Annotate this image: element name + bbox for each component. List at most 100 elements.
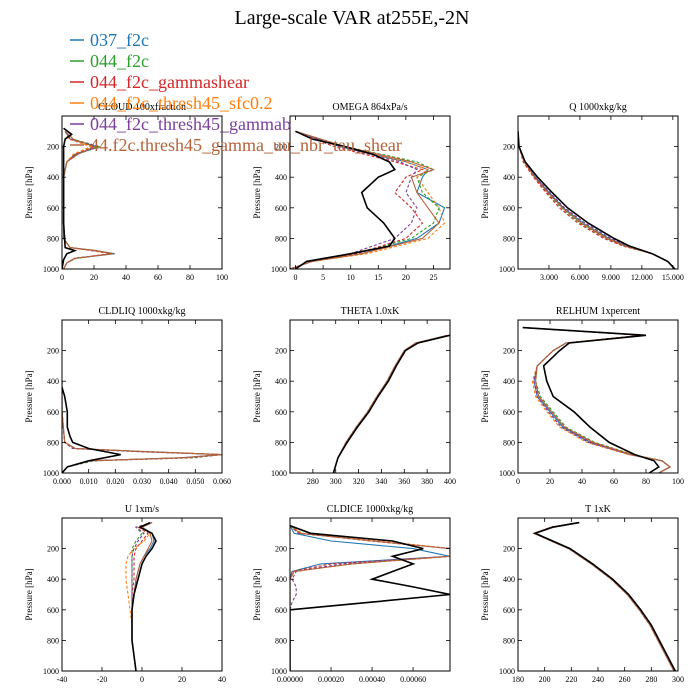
y-tick-label: 1000 — [271, 265, 287, 274]
series-line-6 — [522, 327, 672, 473]
series-line-7 — [131, 521, 157, 671]
y-tick-label: 800 — [47, 438, 59, 447]
panel-title: RELHUM 1xpercent — [556, 306, 640, 317]
y-tick-label: 200 — [47, 545, 59, 554]
series-lines — [125, 521, 157, 671]
series-line-6 — [532, 522, 675, 671]
x-tick-label: 80 — [186, 273, 194, 282]
y-axis-label: Pressure [hPa] — [252, 568, 262, 620]
panel-title: OMEGA 864xPa/s — [332, 102, 407, 113]
y-tick-label: 1000 — [499, 667, 515, 676]
series-line-7 — [290, 524, 450, 671]
series-lines — [332, 334, 450, 473]
x-tick-label: 20 — [90, 273, 98, 282]
plot-frame — [289, 115, 451, 270]
series-line-6 — [290, 130, 440, 269]
series-line-3 — [131, 522, 153, 671]
series-line-6 — [62, 381, 222, 473]
y-tick-label: 200 — [503, 143, 515, 152]
plot-frame — [289, 517, 451, 672]
x-tick-label: 0.00060 — [400, 675, 426, 684]
y-tick-label: 200 — [47, 143, 59, 152]
panel-title: CLDICE 1000xkg/kg — [327, 504, 413, 515]
series-line-5 — [518, 131, 676, 269]
series-line-2 — [532, 522, 675, 671]
series-lines — [522, 326, 672, 473]
x-tick-label: 0 — [516, 477, 520, 486]
x-tick-label: 0 — [140, 675, 144, 684]
x-tick-label: -20 — [97, 675, 108, 684]
x-tick-label: 280 — [645, 675, 657, 684]
x-tick-label: 0.030 — [133, 477, 151, 486]
x-tick-label: 0 — [294, 273, 298, 282]
x-tick-label: 20 — [178, 675, 186, 684]
x-tick-label: 340 — [375, 477, 387, 486]
panel-4: CLDLIQ 1000xkg/kg Pressure [hPa] 0.000 0.01… — [24, 306, 231, 486]
panel-title: T 1xK — [585, 504, 611, 515]
series-line-3 — [522, 327, 672, 473]
legend-item: 044_f2c_gammashear — [90, 72, 249, 92]
y-tick-label: 1000 — [43, 469, 59, 478]
y-axis-label: Pressure [hPa] — [480, 370, 490, 422]
panels: CLOUD 100xfraction Pressure [hPa] 0 20 40 60 8… — [24, 102, 684, 684]
x-tick-label: 0.00000 — [277, 675, 303, 684]
series-line-7 — [533, 521, 677, 671]
legend-item: 044_f2c_thresh45_gammab — [90, 114, 291, 134]
x-tick-label: 6.000 — [571, 273, 589, 282]
x-tick-label: 0.000 — [53, 477, 71, 486]
x-tick-label: 3.000 — [540, 273, 558, 282]
y-tick-label: 200 — [503, 545, 515, 554]
y-tick-label: 600 — [47, 408, 59, 417]
panel-1: CLOUD 100xfraction Pressure [hPa] 0 20 40 60 8… — [24, 102, 228, 282]
y-tick-label: 200 — [275, 545, 287, 554]
x-tick-label: 40 — [578, 477, 586, 486]
x-tick-label: 15 — [374, 273, 382, 282]
y-tick-label: 1000 — [43, 265, 59, 274]
y-tick-label: 400 — [503, 377, 515, 386]
x-tick-label: 40 — [218, 675, 226, 684]
y-tick-label: 600 — [275, 606, 287, 615]
panel-title: Q 1000xkg/kg — [569, 102, 627, 113]
x-tick-label: 80 — [642, 477, 650, 486]
series-line-4 — [332, 334, 448, 473]
legend: 037_f2c044_f2c044_f2c_gammashear044_f2c_… — [70, 30, 402, 155]
legend-item: 044_f2c_thresh45_sfc0.2 — [90, 93, 272, 113]
panel-title: CLOUD 100xfraction — [98, 102, 186, 113]
panel-5: THETA 1.0xK Pressure [hPa] 280 300 320 340 360… — [252, 306, 456, 486]
series-line-6 — [332, 334, 448, 473]
panel-3: Q 1000xkg/kg Pressure [hPa] 3.000 6.000 9.00… — [480, 102, 684, 282]
series-lines — [62, 381, 222, 473]
plot-frame — [61, 115, 223, 270]
series-line-7 — [518, 131, 676, 269]
series-line-5 — [332, 334, 448, 473]
x-tick-label: 0.060 — [213, 477, 231, 486]
x-tick-label: 40 — [122, 273, 130, 282]
series-line-5 — [532, 522, 675, 671]
x-tick-label: 20 — [546, 477, 554, 486]
plot-frame — [517, 319, 679, 474]
y-tick-label: 400 — [503, 575, 515, 584]
y-tick-label: 1000 — [499, 265, 515, 274]
series-line-7 — [295, 130, 397, 269]
x-tick-label: 25 — [429, 273, 437, 282]
y-tick-label: 200 — [503, 347, 515, 356]
y-tick-label: 600 — [275, 204, 287, 213]
series-line-1 — [332, 334, 448, 473]
series-line-5 — [290, 525, 450, 610]
y-tick-label: 400 — [47, 377, 59, 386]
y-tick-label: 1000 — [43, 667, 59, 676]
plot-frame — [517, 517, 679, 672]
y-axis-label: Pressure [hPa] — [252, 370, 262, 422]
y-tick-label: 800 — [275, 234, 287, 243]
series-line-2 — [522, 327, 672, 473]
x-tick-label: 60 — [154, 273, 162, 282]
x-tick-label: 15.000 — [662, 273, 684, 282]
y-tick-label: 400 — [503, 173, 515, 182]
series-line-7 — [62, 387, 121, 473]
y-axis-label: Pressure [hPa] — [252, 166, 262, 218]
series-line-3 — [518, 131, 676, 269]
x-tick-label: -40 — [57, 675, 68, 684]
series-line-2 — [131, 522, 153, 671]
series-line-1 — [131, 522, 155, 671]
panel-9: T 1xK Pressure [hPa] 180 200 220 240 260 280 300… — [480, 504, 684, 684]
